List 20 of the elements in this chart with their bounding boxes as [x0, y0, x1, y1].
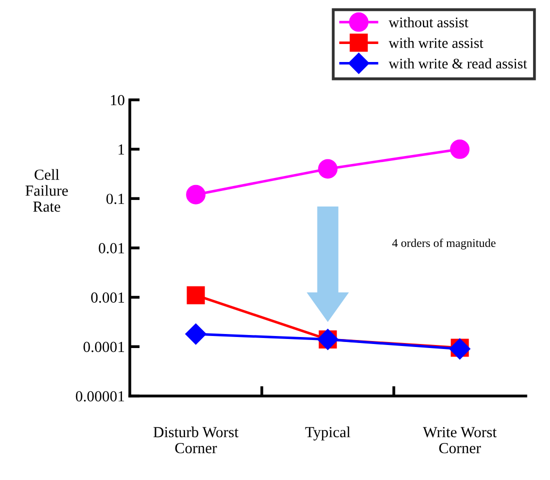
- y-tick-label: 0.01: [98, 243, 124, 254]
- point: [318, 159, 338, 179]
- legend-label: with write & read assist: [388, 58, 528, 69]
- legend-label: without assist: [388, 17, 468, 28]
- y-tick-label: 0.0001: [84, 342, 124, 352]
- y-axis-title: Cell Failure Rate: [26, 169, 68, 212]
- y-tick-label: 0.00001: [76, 391, 124, 402]
- y-tick-label: 0.1: [106, 194, 124, 204]
- legend-label: with write assist: [388, 38, 484, 48]
- x-tick-label: Disturb Worst Corner: [153, 426, 238, 454]
- point: [450, 139, 470, 159]
- point: [186, 286, 205, 304]
- point: [185, 324, 206, 345]
- x-tick-label: Typical: [305, 426, 350, 440]
- x-tick-label: Write Worst Corner: [422, 427, 497, 454]
- annotation: 4 orders of magnitude: [392, 238, 496, 250]
- point: [186, 184, 206, 204]
- y-tick-label: 0.001: [91, 292, 124, 303]
- y-tick-label: 10: [111, 94, 124, 106]
- y-tick-label: 1: [118, 144, 124, 154]
